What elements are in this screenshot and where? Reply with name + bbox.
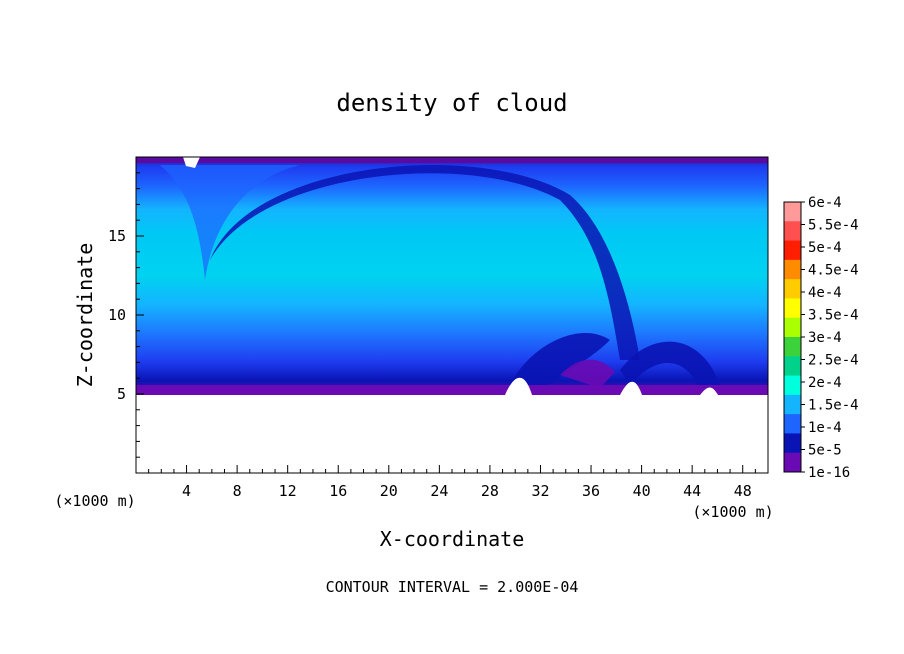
colorbar-swatch <box>784 394 801 415</box>
x-axis-label: X-coordinate <box>380 527 525 551</box>
chart-title: density of cloud <box>336 89 567 117</box>
x-tick-label: 32 <box>531 482 549 500</box>
x-tick-label: 24 <box>430 482 448 500</box>
x-tick-label: 36 <box>582 482 600 500</box>
x-tick-label: 16 <box>329 482 347 500</box>
colorbar-label: 3.5e-4 <box>808 308 859 324</box>
contour-interval-note: CONTOUR INTERVAL = 2.000E-04 <box>326 578 579 596</box>
colorbar-label: 6e-4 <box>808 195 842 211</box>
colorbar-swatch <box>784 279 801 299</box>
colorbar-label: 5e-4 <box>808 240 842 256</box>
colorbar-swatch <box>784 202 801 222</box>
colorbar-label: 5e-5 <box>808 443 842 459</box>
colorbar-label: 1.5e-4 <box>808 398 859 414</box>
colorbar-swatch <box>784 221 801 242</box>
y-axis-label: Z-coordinate <box>73 243 97 388</box>
colorbar-swatch <box>784 337 801 357</box>
y-tick-label: 10 <box>108 306 126 324</box>
colorbar-swatch <box>784 317 801 338</box>
x-tick-label: 4 <box>182 482 191 500</box>
x-tick-label: 12 <box>279 482 297 500</box>
colorbar-label: 2.5e-4 <box>808 353 859 369</box>
colorbar-label: 4.5e-4 <box>808 263 859 279</box>
colorbar-label: 3e-4 <box>808 330 842 346</box>
colorbar-label: 1e-16 <box>808 465 850 481</box>
colorbar-label: 2e-4 <box>808 375 842 391</box>
colorbar: 6e-4 5.5e-4 5e-4 4.5e-4 4e-4 3.5e-4 3e-4 2.5e-4… <box>783 195 859 481</box>
colorbar-swatch <box>784 452 801 473</box>
colorbar-swatch <box>784 433 801 454</box>
colorbar-swatch <box>784 298 801 319</box>
colorbar-swatch <box>784 259 801 280</box>
x-tick-label: 8 <box>233 482 242 500</box>
x-tick-label: 44 <box>683 482 701 500</box>
x-tick-label: 28 <box>481 482 499 500</box>
colorbar-label: 5.5e-4 <box>808 218 859 234</box>
colorbar-label: 1e-4 <box>808 420 842 436</box>
x-tick-label: 48 <box>734 482 752 500</box>
x-tick-label: 40 <box>633 482 651 500</box>
colorbar-swatch <box>784 375 801 396</box>
colorbar-swatch <box>784 240 801 261</box>
x-unit-right: (×1000 m) <box>692 503 773 521</box>
plot-area <box>136 157 768 473</box>
x-unit-left: (×1000 m) <box>54 492 135 510</box>
y-axis: 5 10 15 <box>108 172 144 458</box>
colorbar-swatch <box>784 414 801 434</box>
y-tick-label: 15 <box>108 227 126 245</box>
x-tick-label: 20 <box>380 482 398 500</box>
y-tick-label: 5 <box>117 385 126 403</box>
colorbar-label: 4e-4 <box>808 285 842 301</box>
x-axis: 4 8 12 16 20 24 28 32 36 40 44 48 <box>148 465 756 500</box>
colorbar-swatch <box>784 356 801 377</box>
